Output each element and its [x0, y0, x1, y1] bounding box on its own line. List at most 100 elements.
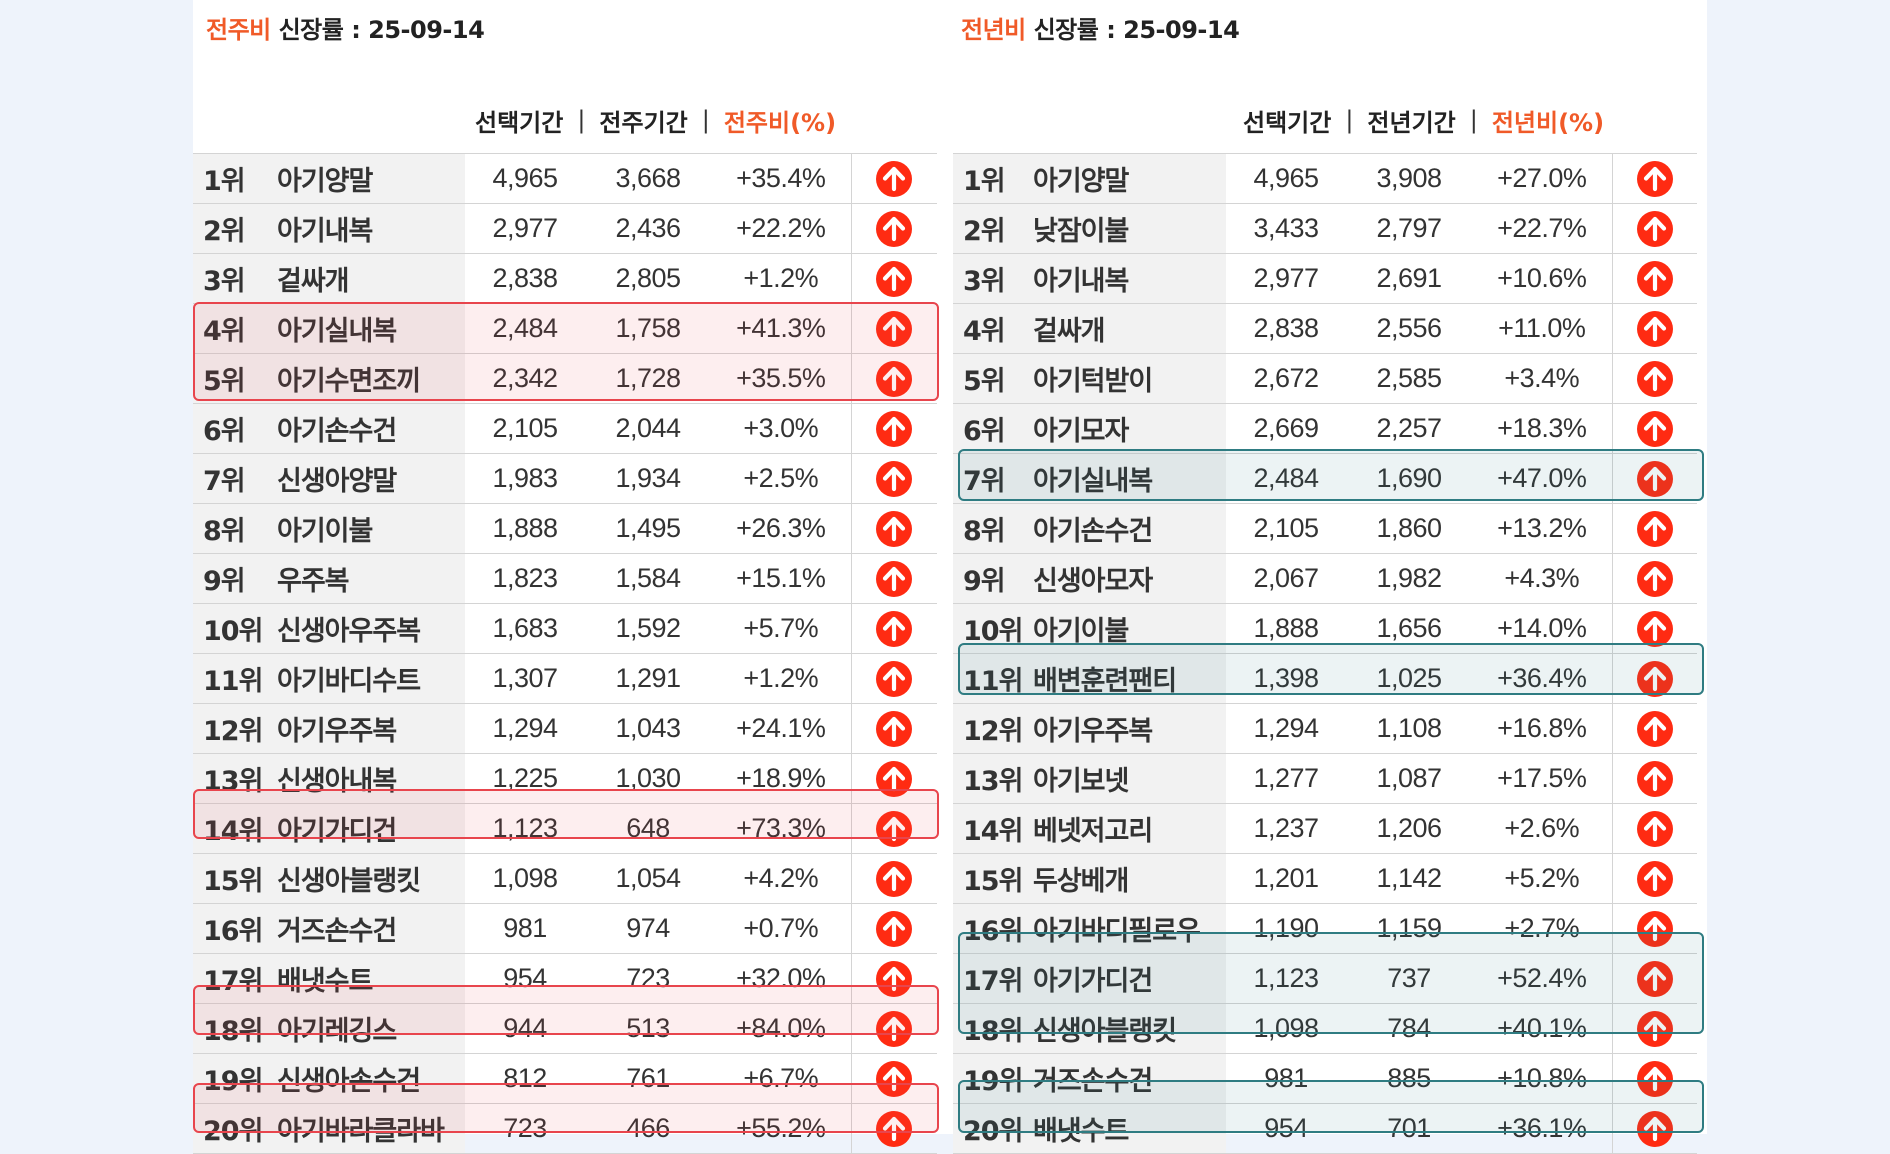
previous-period-cell: 2,257 [1346, 403, 1472, 454]
col-change-label: 전년비(%) [1491, 108, 1605, 137]
change-rate-cell: +1.2% [711, 253, 851, 304]
table-row: 17위 아기가디건 1,123 737 +52.4% [953, 953, 1697, 1004]
table-row: 6위 아기손수건 2,105 2,044 +3.0% [193, 403, 937, 454]
arrow-up-icon [876, 960, 913, 997]
rank-cell: 15위 [193, 853, 277, 904]
rank-cell: 10위 [193, 603, 277, 654]
keyword-cell: 아기가디건 [277, 803, 465, 854]
trend-cell [850, 1103, 937, 1154]
table-row: 5위 아기수면조끼 2,342 1,728 +35.5% [193, 353, 937, 404]
change-rate-cell: +3.4% [1472, 353, 1612, 404]
previous-period-cell: 1,159 [1346, 903, 1472, 954]
selected-period-cell: 1,277 [1226, 753, 1346, 804]
table-row: 16위 아기바디필로우 1,190 1,159 +2.7% [953, 903, 1697, 954]
previous-period-cell: 1,291 [585, 653, 711, 704]
weekly-ranking-table: 1위 아기양말 4,965 3,668 +35.4% 2위 아기내복 2,977 2,436 +2… [193, 153, 937, 1154]
previous-period-cell: 737 [1346, 953, 1472, 1004]
previous-period-cell: 3,908 [1346, 153, 1472, 204]
arrow-up-icon [1636, 610, 1673, 647]
weekly-title-rest: 신장률 : 25-09-14 [270, 16, 485, 44]
keyword-cell: 베넷저고리 [1033, 803, 1226, 854]
table-row: 1위 아기양말 4,965 3,908 +27.0% [953, 153, 1697, 204]
change-rate-cell: +41.3% [711, 303, 851, 354]
arrow-up-icon [1636, 1010, 1673, 1047]
selected-period-cell: 1,823 [465, 553, 585, 604]
keyword-cell: 아기우주복 [1033, 703, 1226, 754]
previous-period-cell: 1,584 [585, 553, 711, 604]
selected-period-cell: 3,433 [1226, 203, 1346, 254]
yearly-panel-title: 전년비 신장률 : 25-09-14 [961, 10, 1240, 45]
trend-cell [1611, 803, 1697, 854]
trend-cell [1611, 253, 1697, 304]
rank-cell: 7위 [953, 453, 1033, 504]
rank-cell: 9위 [193, 553, 277, 604]
keyword-cell: 아기턱받이 [1033, 353, 1226, 404]
keyword-cell: 아기실내복 [1033, 453, 1226, 504]
arrow-up-icon [1636, 210, 1673, 247]
rank-cell: 12위 [193, 703, 277, 754]
selected-period-cell: 2,838 [465, 253, 585, 304]
trend-cell [850, 303, 937, 354]
trend-cell [1611, 153, 1697, 204]
change-rate-cell: +40.1% [1472, 1003, 1612, 1054]
rank-cell: 19위 [953, 1053, 1033, 1104]
trend-cell [850, 803, 937, 854]
rank-cell: 5위 [953, 353, 1033, 404]
table-row: 9위 우주복 1,823 1,584 +15.1% [193, 553, 937, 604]
rank-cell: 14위 [193, 803, 277, 854]
arrow-up-icon [1636, 660, 1673, 697]
previous-period-cell: 2,436 [585, 203, 711, 254]
rank-cell: 11위 [953, 653, 1033, 704]
weekly-title-accent: 전주비 [206, 16, 271, 44]
change-rate-cell: +35.5% [711, 353, 851, 404]
col-separator: | [1345, 106, 1354, 134]
keyword-cell: 두상베개 [1033, 853, 1226, 904]
trend-cell [1611, 603, 1697, 654]
selected-period-cell: 4,965 [1226, 153, 1346, 204]
arrow-up-icon [1636, 410, 1673, 447]
arrow-up-icon [876, 310, 913, 347]
arrow-up-icon [876, 710, 913, 747]
rank-cell: 16위 [953, 903, 1033, 954]
keyword-cell: 겉싸개 [1033, 303, 1226, 354]
keyword-cell: 아기우주복 [277, 703, 465, 754]
table-row: 10위 신생아우주복 1,683 1,592 +5.7% [193, 603, 937, 654]
keyword-cell: 아기바라클라바 [277, 1103, 465, 1154]
weekly-growth-panel: 전주비 신장률 : 25-09-14 선택기간 | 전주기간 | 전주비(%) … [193, 0, 953, 1154]
trend-cell [850, 1053, 937, 1104]
trend-cell [850, 203, 937, 254]
selected-period-cell: 954 [465, 953, 585, 1004]
change-rate-cell: +5.2% [1472, 853, 1612, 904]
selected-period-cell: 2,105 [465, 403, 585, 454]
arrow-up-icon [1636, 1060, 1673, 1097]
previous-period-cell: 2,585 [1346, 353, 1472, 404]
rank-cell: 14위 [953, 803, 1033, 854]
change-rate-cell: +3.0% [711, 403, 851, 454]
trend-cell [850, 253, 937, 304]
keyword-cell: 거즈손수건 [277, 903, 465, 954]
selected-period-cell: 2,067 [1226, 553, 1346, 604]
selected-period-cell: 1,983 [465, 453, 585, 504]
previous-period-cell: 1,592 [585, 603, 711, 654]
keyword-cell: 아기수면조끼 [277, 353, 465, 404]
change-rate-cell: +4.2% [711, 853, 851, 904]
trend-cell [850, 903, 937, 954]
arrow-up-icon [1636, 460, 1673, 497]
keyword-cell: 아기레깅스 [277, 1003, 465, 1054]
rank-cell: 4위 [193, 303, 277, 354]
keyword-cell: 아기모자 [1033, 403, 1226, 454]
arrow-up-icon [1636, 1110, 1673, 1147]
table-row: 15위 두상베개 1,201 1,142 +5.2% [953, 853, 1697, 904]
keyword-cell: 아기손수건 [277, 403, 465, 454]
table-row: 3위 아기내복 2,977 2,691 +10.6% [953, 253, 1697, 304]
table-row: 18위 아기레깅스 944 513 +84.0% [193, 1003, 937, 1054]
change-rate-cell: +84.0% [711, 1003, 851, 1054]
trend-cell [1611, 1053, 1697, 1104]
rank-cell: 12위 [953, 703, 1033, 754]
keyword-cell: 아기보넷 [1033, 753, 1226, 804]
keyword-cell: 배냇수트 [1033, 1103, 1226, 1154]
table-row: 13위 아기보넷 1,277 1,087 +17.5% [953, 753, 1697, 804]
selected-period-cell: 2,105 [1226, 503, 1346, 554]
arrow-up-icon [876, 860, 913, 897]
previous-period-cell: 1,030 [585, 753, 711, 804]
